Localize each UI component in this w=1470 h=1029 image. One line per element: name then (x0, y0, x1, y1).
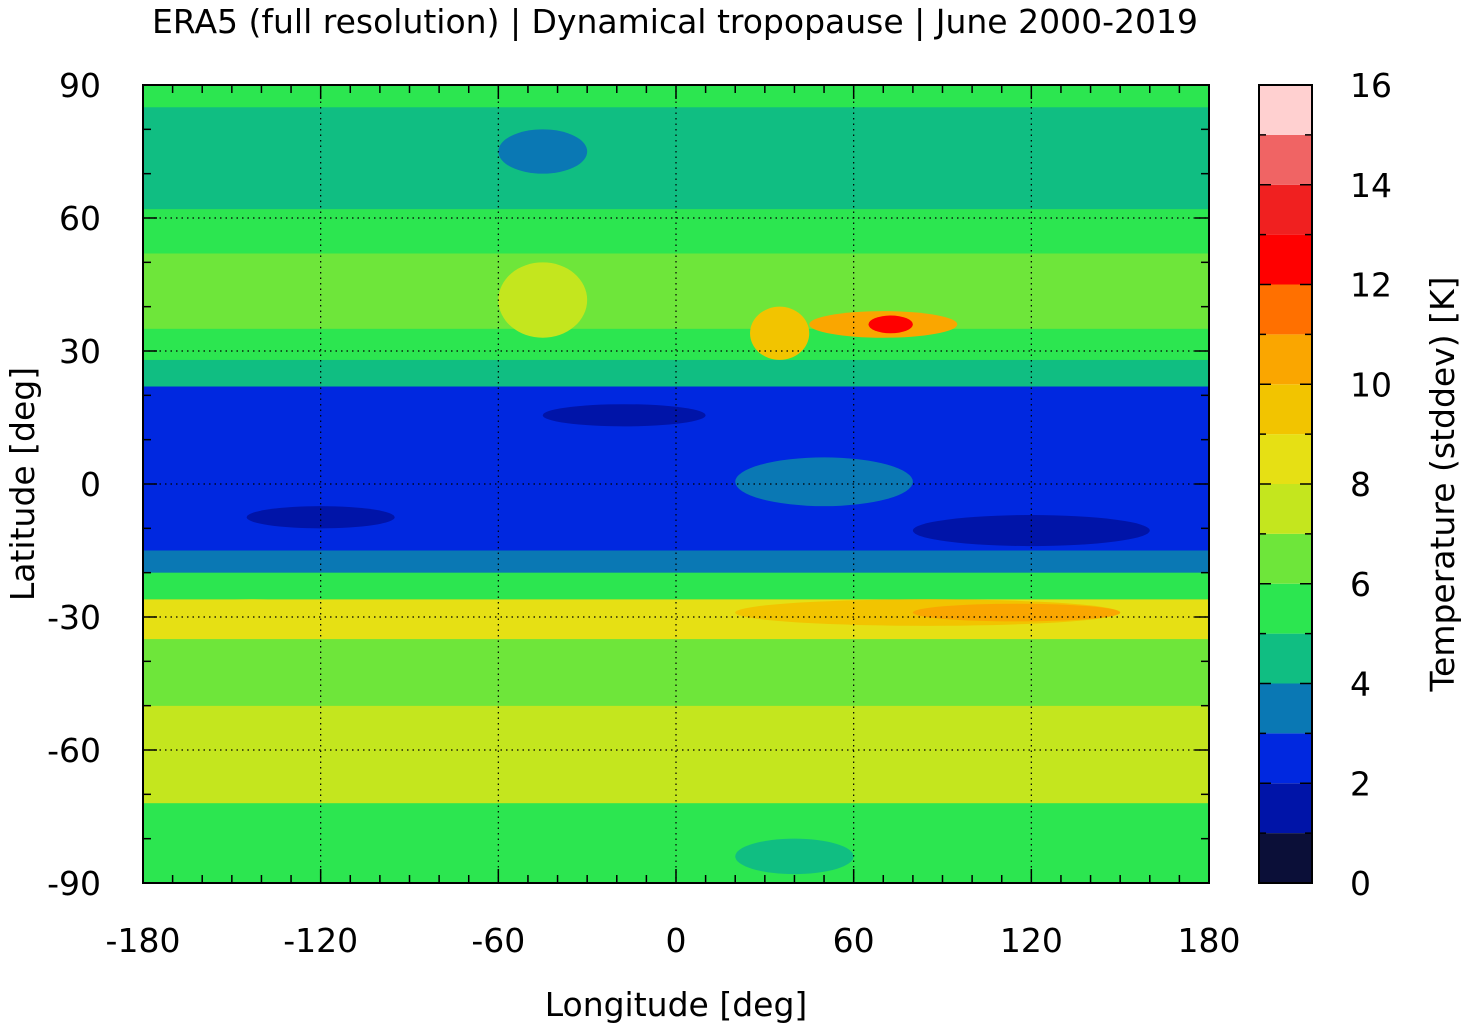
y-tick-label: -30 (47, 598, 101, 637)
y-tick-label: -90 (47, 864, 101, 903)
colorbar-swatch (1259, 85, 1312, 135)
colorbar-frame (1258, 84, 1313, 884)
colorbar-swatch (1259, 583, 1312, 634)
colorbar-swatch (1259, 683, 1312, 734)
colorbar-tick-label: 12 (1350, 266, 1392, 305)
feature-3 (868, 315, 913, 334)
colorbar-swatch (1259, 484, 1312, 534)
y-axis-label: Latitude [deg] (3, 367, 42, 601)
colorbar-swatch (1259, 533, 1312, 584)
feature-1 (750, 306, 810, 360)
y-tick-label: 0 (80, 465, 101, 504)
y-tick-label: 30 (59, 332, 101, 371)
colorbar-tick-label: 6 (1350, 565, 1371, 604)
x-tick-labels: -180 -120 -60 0 60 120 180 (106, 921, 1241, 960)
colorbar-tick-label: 14 (1350, 166, 1392, 205)
colorbar-tick-labels: 0 2 4 6 8 10 12 14 16 (1350, 66, 1392, 903)
colorbar-swatch (1259, 184, 1312, 235)
feature-10 (498, 129, 588, 174)
colorbar-swatch (1259, 633, 1312, 684)
plot-frame (142, 84, 1210, 884)
band-10 (143, 209, 1209, 254)
x-tick-label: 180 (1178, 921, 1241, 960)
y-tick-label: 60 (59, 199, 101, 238)
colorbar-swatch (1259, 234, 1312, 285)
feature-8 (542, 404, 706, 427)
colorbar-swatch (1259, 334, 1312, 385)
colorbar-tick-label: 10 (1350, 365, 1392, 404)
x-tick-label: -120 (283, 921, 358, 960)
chart-title: ERA5 (full resolution) | Dynamical tropo… (152, 2, 1198, 41)
feature-12 (735, 838, 854, 875)
band-5 (143, 550, 1209, 573)
colorbar-tick-label: 2 (1350, 764, 1371, 803)
band-9 (143, 253, 1209, 329)
feature-11 (498, 262, 588, 338)
colorbar-swatch (1259, 134, 1312, 185)
colorbar-label: Temperature (stddev) [K] (1423, 276, 1462, 692)
x-tick-label: 0 (666, 921, 687, 960)
feature-6 (246, 506, 395, 529)
colorbar (1259, 84, 1312, 884)
band-11 (143, 107, 1209, 210)
y-tick-labels: 90 60 30 0 -30 -60 -90 (47, 66, 101, 903)
band-1 (143, 705, 1209, 804)
band-2 (143, 639, 1209, 706)
feature-0 (166, 599, 336, 622)
feature-5 (912, 603, 1121, 622)
colorbar-tick-label: 16 (1350, 66, 1392, 105)
feature-9 (735, 457, 913, 507)
colorbar-tick-label: 4 (1350, 665, 1371, 704)
y-tick-label: 90 (59, 66, 101, 105)
colorbar-swatch (1259, 783, 1312, 834)
colorbar-swatch (1259, 434, 1312, 484)
grid-lines (143, 85, 1209, 883)
anomaly-features (166, 129, 1150, 875)
x-tick-label: 120 (1000, 921, 1063, 960)
x-axis-label: Longitude [deg] (545, 985, 808, 1024)
x-tick-label: -60 (471, 921, 525, 960)
x-tick-label: -180 (106, 921, 181, 960)
colorbar-swatch (1259, 833, 1312, 883)
colorbar-swatch (1259, 284, 1312, 335)
colorbar-swatch (1259, 384, 1312, 435)
colorbar-tick-label: 8 (1350, 465, 1371, 504)
colorbar-swatch (1259, 733, 1312, 784)
colorbar-tick-label: 0 (1350, 864, 1371, 903)
x-tick-label: 60 (833, 921, 875, 960)
y-tick-label: -60 (47, 731, 101, 770)
